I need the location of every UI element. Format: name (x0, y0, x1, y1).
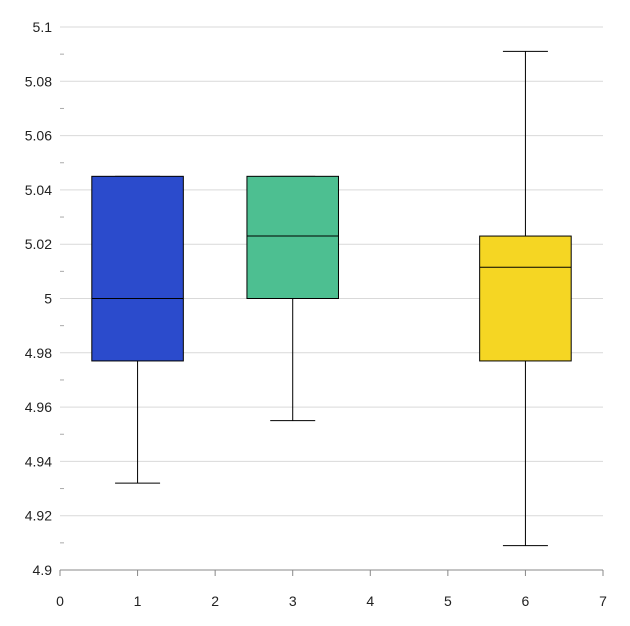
boxes (91, 50, 572, 547)
x-tick-label: 4 (366, 593, 374, 609)
y-tick-label: 4.96 (25, 399, 52, 415)
y-tick-label: 4.94 (25, 453, 52, 469)
y-tick-label: 4.9 (33, 562, 53, 578)
x-tick-label: 2 (211, 593, 219, 609)
y-tick-label: 5 (44, 291, 52, 307)
x-tick-label: 6 (522, 593, 530, 609)
x-tick-label: 7 (599, 593, 607, 609)
box-group (91, 175, 184, 484)
y-tick-label: 5.02 (25, 236, 52, 252)
x-tick-label: 1 (134, 593, 142, 609)
y-tick-label: 4.98 (25, 345, 52, 361)
y-tick-label: 5.04 (25, 182, 52, 198)
x-tick-label: 0 (56, 593, 64, 609)
y-tick-label: 5.06 (25, 128, 52, 144)
box-iqr (91, 175, 184, 362)
y-tick-labels: 4.9 4.92 4.94 4.96 4.98 5 5.02 5.04 5.06 5.08 5.1 (25, 19, 52, 578)
box-group (479, 50, 572, 547)
box-group (246, 175, 339, 422)
y-tick-label: 4.92 (25, 508, 52, 524)
box-iqr (246, 175, 339, 299)
y-tick-label: 5.1 (33, 19, 53, 35)
box-iqr (479, 235, 572, 362)
x-tick-labels: 0 1 2 3 4 5 6 7 (56, 593, 607, 609)
x-tick-label: 3 (289, 593, 297, 609)
x-tick-label: 5 (444, 593, 452, 609)
y-tick-label: 5.08 (25, 73, 52, 89)
